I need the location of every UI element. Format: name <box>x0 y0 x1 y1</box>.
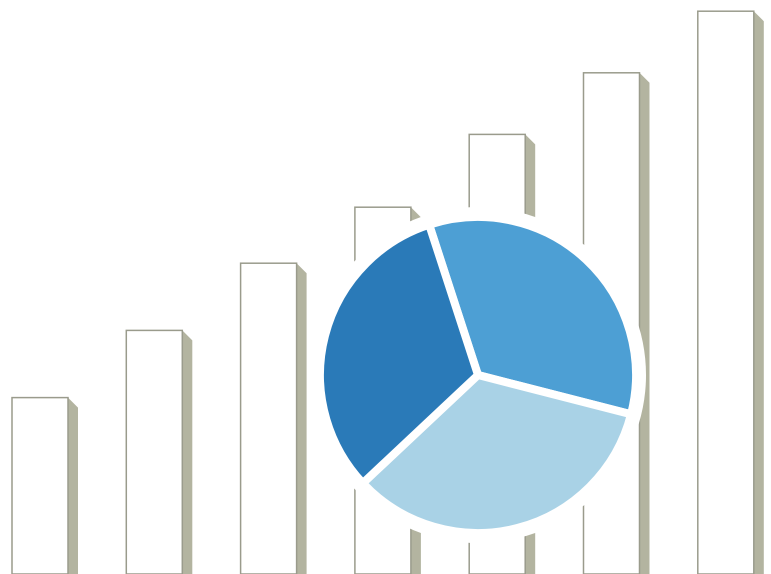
bar-shadow <box>129 330 193 574</box>
bar-shadow <box>586 72 650 574</box>
bar-shadow <box>700 11 764 574</box>
pie-slice <box>316 220 482 488</box>
bar-shadow <box>15 397 78 574</box>
bar <box>11 396 69 574</box>
bar <box>239 262 298 574</box>
bar-shadow <box>243 263 307 574</box>
pie-slice <box>358 371 636 537</box>
bar <box>125 329 184 574</box>
pie-slice <box>425 213 640 419</box>
bar <box>697 10 755 574</box>
